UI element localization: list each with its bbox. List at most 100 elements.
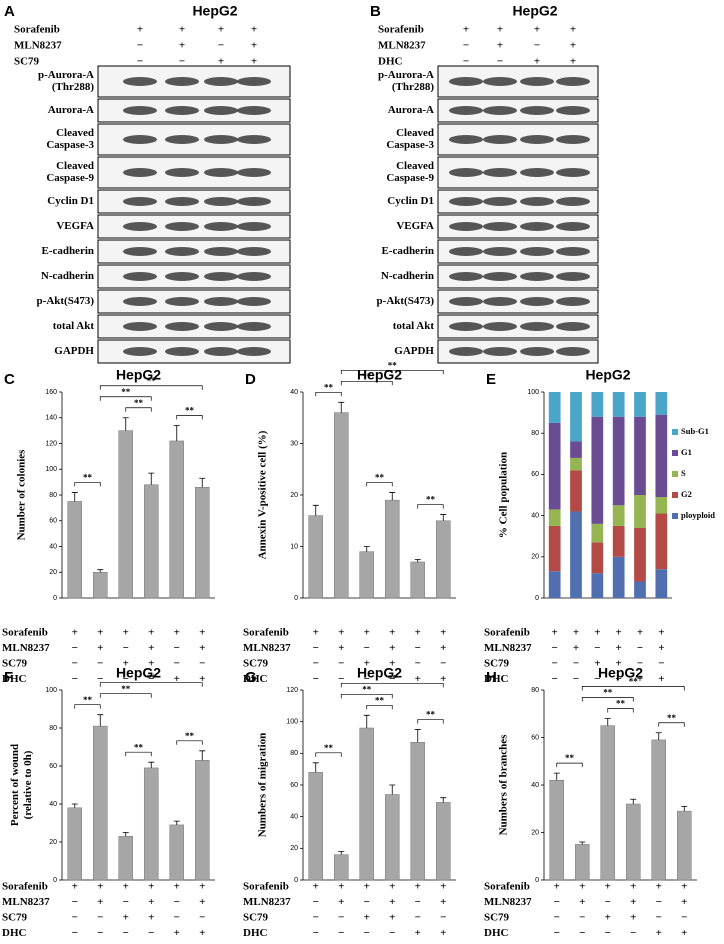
band (237, 297, 271, 306)
protein-label: Caspase-3 (46, 139, 94, 151)
error-bar (71, 803, 78, 808)
bar (359, 727, 375, 881)
band (165, 347, 199, 356)
y-tick-label: 20 (531, 554, 539, 561)
stacked-segment (612, 416, 625, 506)
condition-name: SC79 (14, 56, 40, 68)
band (123, 247, 157, 256)
panel-letter: D (245, 371, 256, 388)
y-axis-label: Number of colonies (16, 449, 28, 541)
condition-sign: − (637, 642, 643, 654)
bar (308, 772, 324, 881)
band (123, 222, 157, 231)
stacked-segment (548, 525, 561, 572)
error-bar (148, 761, 155, 768)
condition-sign: − (552, 673, 558, 685)
band (556, 106, 590, 115)
band (165, 247, 199, 256)
condition-sign: + (616, 658, 622, 670)
band (204, 297, 238, 306)
legend-swatch (672, 471, 678, 477)
error-bar (148, 472, 155, 485)
y-tick-label: 120 (286, 687, 298, 694)
bar (600, 725, 616, 881)
condition-sign: − (415, 912, 421, 924)
band (165, 222, 199, 231)
condition-sign: + (313, 881, 319, 893)
condition-sign: + (534, 56, 540, 68)
band (204, 272, 238, 281)
band (483, 272, 517, 281)
condition-sign: + (72, 627, 78, 639)
condition-sign: − (72, 927, 78, 939)
panel-letter: C (4, 371, 15, 388)
stacked-segment (655, 497, 668, 514)
condition-name: DHC (484, 673, 509, 685)
significance-label: ** (324, 743, 334, 753)
protein-label: Aurora-A (388, 104, 434, 116)
band (556, 297, 590, 306)
condition-sign: + (123, 881, 129, 893)
condition-sign: + (594, 658, 600, 670)
condition-sign: − (656, 912, 662, 924)
bar (143, 767, 159, 881)
stacked-segment (612, 392, 625, 417)
significance-bracket (340, 682, 444, 688)
stacked-segment (634, 495, 646, 528)
legend-swatch (672, 492, 678, 498)
bar (625, 803, 641, 881)
significance-bracket (417, 504, 444, 509)
condition-name: MLN8237 (243, 896, 291, 908)
significance-label: ** (324, 382, 334, 392)
significance-label: ** (83, 472, 93, 482)
significance-label: ** (667, 713, 677, 723)
condition-sign: − (579, 912, 585, 924)
condition-sign: − (440, 912, 446, 924)
significance-label: ** (616, 699, 626, 709)
condition-sign: − (656, 896, 662, 908)
condition-name: Sorafenib (484, 627, 530, 639)
band (449, 77, 483, 86)
condition-sign: + (573, 627, 579, 639)
significance-bracket (581, 697, 634, 702)
band (449, 135, 483, 144)
band (483, 197, 517, 206)
condition-sign: − (123, 927, 129, 939)
condition-sign: − (415, 642, 421, 654)
band (123, 135, 157, 144)
condition-name: Sorafenib (243, 881, 289, 893)
error-bar (414, 558, 421, 562)
band (165, 106, 199, 115)
protein-label: Cyclin D1 (47, 195, 94, 207)
stacked-segment (548, 422, 561, 510)
condition-sign: + (440, 673, 446, 685)
band (520, 347, 554, 356)
condition-name: Sorafenib (378, 24, 424, 36)
y-tick-label: 100 (45, 687, 57, 694)
condition-sign: + (415, 927, 421, 939)
condition-sign: + (415, 673, 421, 685)
protein-label: Caspase-9 (386, 172, 434, 184)
band (556, 247, 590, 256)
condition-sign: − (605, 896, 611, 908)
condition-sign: − (389, 673, 395, 685)
stacked-segment (570, 511, 582, 598)
band (237, 77, 271, 86)
condition-sign: + (174, 673, 180, 685)
stacked-segment (570, 392, 582, 442)
condition-sign: + (313, 627, 319, 639)
protein-label: Caspase-9 (46, 172, 94, 184)
blot-strip (437, 314, 599, 339)
error-bar (363, 714, 370, 728)
condition-sign: − (148, 673, 154, 685)
protein-label: Cleaved (56, 127, 94, 139)
band (520, 135, 554, 144)
condition-sign: − (313, 673, 319, 685)
y-axis-label: % Cell population (498, 452, 510, 538)
significance-label: ** (147, 673, 157, 683)
error-bar (312, 504, 319, 516)
error-bar (97, 714, 104, 727)
condition-sign: − (338, 658, 344, 670)
error-bar (389, 492, 396, 501)
bar (92, 572, 108, 599)
